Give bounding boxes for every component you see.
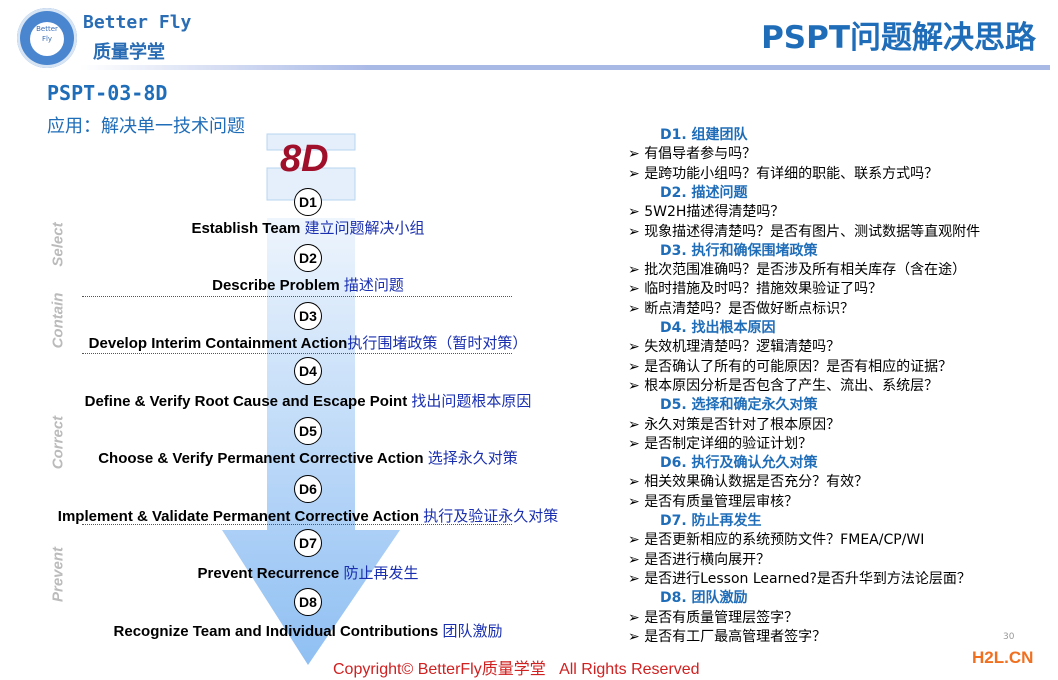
- list-item: ➢ 是否有质量管理层审核？: [628, 493, 799, 510]
- list-item: ➢ 是否有质量管理层签字？: [628, 609, 799, 626]
- list-item: ➢ 永久对策是否针对了根本原因？: [628, 416, 841, 433]
- list-item: ➢ 是跨功能小组吗？有详细的职能、联系方式吗？: [628, 165, 939, 182]
- list-item: ➢ 根本原因分析是否包含了产生、流出、系统层？: [628, 377, 939, 394]
- arrow-bullet-icon: ➢: [628, 204, 645, 221]
- check-heading: D8. 团队激励: [660, 590, 748, 607]
- step-en: Prevent Recurrence: [197, 565, 344, 582]
- step-cn: 执行及验证永久对策: [423, 508, 559, 525]
- step-badge: D3: [294, 302, 322, 330]
- step-cn: 团队激励: [442, 623, 503, 640]
- brand-cn: 质量学堂: [93, 42, 165, 63]
- arrow-bullet-icon: ➢: [628, 165, 645, 182]
- step-en: Establish Team: [191, 220, 305, 237]
- divider: [82, 524, 512, 525]
- list-item: ➢ 现象描述得清楚吗？是否有图片、测试数据等直观附件: [628, 223, 981, 240]
- arrow-bullet-icon: ➢: [628, 570, 645, 587]
- step-badge: D5: [294, 417, 322, 445]
- arrow-bullet-icon: ➢: [628, 281, 645, 298]
- list-item: ➢ 5W2H描述得清楚吗？: [628, 204, 785, 221]
- step-badge: D7: [294, 529, 322, 557]
- arrow-bullet-icon: ➢: [628, 262, 645, 279]
- check-heading: D5. 选择和确定永久对策: [660, 397, 818, 414]
- page-number: 30: [1003, 632, 1015, 642]
- doc-code: PSPT-03-8D: [47, 81, 168, 105]
- step-en: Define & Verify Root Cause and Escape Po…: [84, 393, 412, 410]
- arrow-bullet-icon: ➢: [628, 628, 645, 645]
- step-label: Implement & Validate Permanent Correctiv…: [58, 505, 558, 526]
- list-item: ➢ 是否有工厂最高管理者签字？: [628, 628, 827, 645]
- list-item: ➢ 断点清楚吗？是否做好断点标识？: [628, 300, 855, 317]
- arrow-bullet-icon: ➢: [628, 300, 645, 317]
- list-item: ➢ 失效机理清楚吗？逻辑清楚吗？: [628, 339, 841, 356]
- step-badge: D2: [294, 244, 322, 272]
- list-item: ➢ 是否进行横向展开？: [628, 551, 771, 568]
- step-label: Establish Team 建立问题解决小组: [191, 217, 424, 238]
- step-badge: D1: [294, 188, 322, 216]
- phase-correct: Correct: [49, 415, 67, 470]
- arrow-bullet-icon: ➢: [628, 609, 645, 626]
- step-cn: 找出问题根本原因: [411, 393, 532, 410]
- brand-en: Better Fly: [83, 12, 192, 33]
- step-badge: D4: [294, 357, 322, 385]
- copyright: Copyright© BetterFly质量学堂 All Rights Rese…: [333, 661, 700, 678]
- list-item: ➢ 临时措施及时吗？措施效果验证了吗？: [628, 281, 883, 298]
- list-item: ➢ 是否进行Lesson Learned?是否升华到方法论层面？: [628, 570, 971, 587]
- list-item: ➢ 是否更新相应的系统预防文件？FMEA/CP/WI: [628, 532, 925, 549]
- logo-text: Better Fly: [30, 22, 64, 56]
- step-badge: D6: [294, 475, 322, 503]
- step-cn: 防止再发生: [343, 565, 419, 582]
- list-item: ➢ 有倡导者参与吗？: [628, 146, 757, 163]
- divider: [82, 353, 512, 354]
- check-heading: D4. 找出根本原因: [660, 320, 776, 336]
- list-item: ➢ 是否制定详细的验证计划？: [628, 435, 813, 452]
- subtitle: 应用：解决单一技术问题: [47, 116, 245, 137]
- step-cn: 描述问题: [343, 277, 404, 294]
- header-divider: [80, 65, 1050, 70]
- step-label: Recognize Team and Individual Contributi…: [114, 620, 503, 641]
- list-item: ➢ 相关效果确认数据是否充分？有效？: [628, 474, 869, 491]
- arrow-bullet-icon: ➢: [628, 435, 645, 452]
- arrow-bullet-icon: ➢: [628, 339, 645, 356]
- logo: Better Fly: [17, 8, 77, 68]
- list-item: ➢ 是否确认了所有的可能原因？是否有相应的证据？: [628, 358, 953, 375]
- step-en: Describe Problem: [212, 277, 344, 294]
- phase-contain: Contain: [49, 292, 67, 349]
- arrow-bullet-icon: ➢: [628, 377, 645, 394]
- step-label: Prevent Recurrence 防止再发生: [198, 562, 419, 583]
- step-en: Choose & Verify Permanent Corrective Act…: [98, 450, 428, 467]
- page-title: PSPT问题解决思路: [761, 20, 1036, 56]
- divider: [82, 296, 512, 297]
- step-label: Define & Verify Root Cause and Escape Po…: [85, 390, 532, 411]
- phase-select: Select: [49, 222, 67, 267]
- heading-8d: 8D: [280, 138, 329, 180]
- arrow-bullet-icon: ➢: [628, 551, 645, 568]
- step-cn: 选择永久对策: [427, 450, 518, 467]
- phase-prevent: Prevent: [49, 546, 67, 603]
- arrow-bullet-icon: ➢: [628, 474, 645, 491]
- step-label: Describe Problem 描述问题: [212, 274, 404, 295]
- check-heading: D6. 执行及确认允久对策: [660, 455, 818, 472]
- step-cn: 建立问题解决小组: [304, 220, 425, 237]
- watermark: H2L.CN: [972, 648, 1034, 667]
- arrow-bullet-icon: ➢: [628, 146, 645, 163]
- step-badge: D8: [294, 588, 322, 616]
- step-label: Develop Interim Containment Action执行围堵政策…: [89, 332, 528, 353]
- step-label: Choose & Verify Permanent Corrective Act…: [98, 447, 518, 468]
- list-item: ➢ 批次范围准确吗？是否涉及所有相关库存（含在途）: [628, 262, 967, 279]
- arrow-bullet-icon: ➢: [628, 223, 645, 240]
- step-en: Implement & Validate Permanent Correctiv…: [57, 508, 424, 525]
- step-en: Recognize Team and Individual Contributi…: [113, 623, 443, 640]
- arrow-bullet-icon: ➢: [628, 416, 645, 433]
- step-cn: 执行围堵政策（暂时对策）: [347, 335, 528, 352]
- arrow-bullet-icon: ➢: [628, 358, 645, 375]
- arrow-bullet-icon: ➢: [628, 493, 645, 510]
- step-en: Develop Interim Containment Action: [88, 335, 348, 352]
- check-heading: D2. 描述问题: [660, 184, 748, 201]
- check-heading: D1. 组建团队: [660, 127, 748, 143]
- arrow-bullet-icon: ➢: [628, 532, 645, 549]
- check-heading: D7. 防止再发生: [660, 513, 762, 529]
- check-heading: D3. 执行和确保围堵政策: [660, 242, 818, 259]
